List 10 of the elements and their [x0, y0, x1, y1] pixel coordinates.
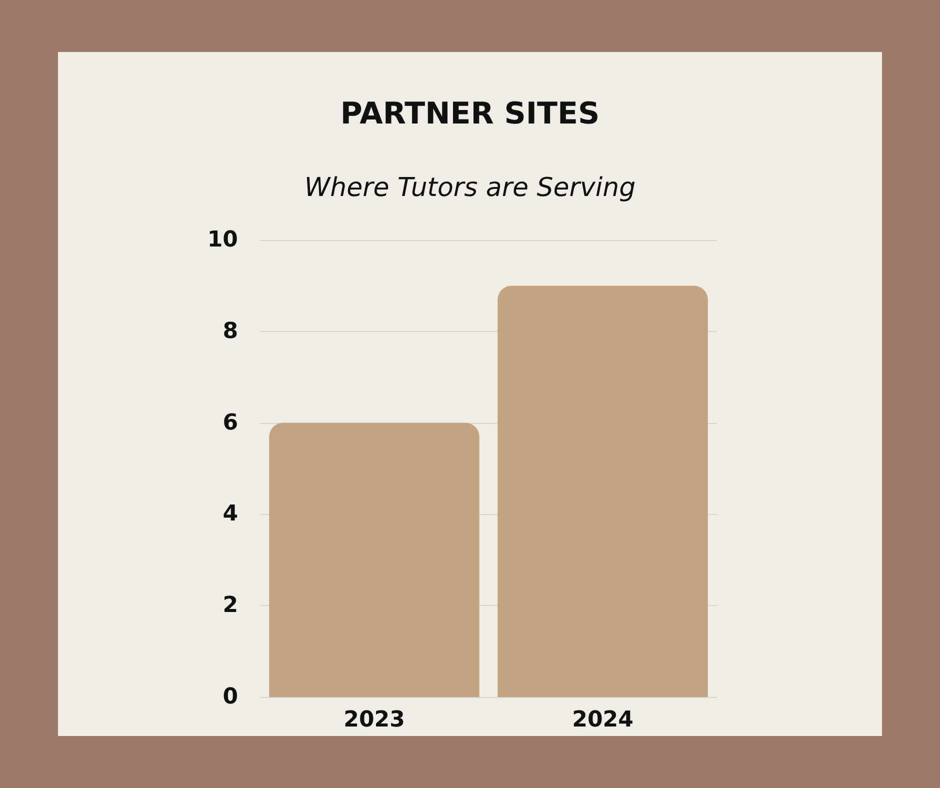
y-tick-label: 10	[207, 228, 238, 252]
chart-subtitle: Where Tutors are Serving	[304, 173, 636, 203]
y-tick-label: 2	[222, 593, 238, 618]
y-tick-label: 0	[222, 684, 238, 710]
y-tick-label: 8	[222, 318, 238, 344]
y-tick-label: 4	[222, 502, 238, 527]
chart-title: PARTNER SITES	[340, 96, 600, 132]
x-tick-label: 2023	[344, 708, 405, 732]
y-tick-label: 6	[222, 410, 238, 436]
x-tick-label: 2024	[572, 708, 634, 732]
